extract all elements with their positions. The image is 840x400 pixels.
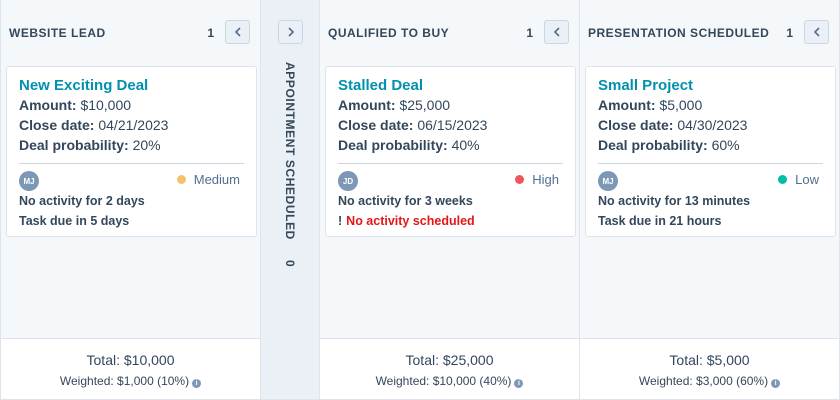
deal-name-link[interactable]: Small Project xyxy=(598,77,694,94)
close-date-value: 04/30/2023 xyxy=(677,117,748,133)
stage-column-website-lead: WEBSITE LEAD 1 New Exciting Deal Amount:… xyxy=(0,0,261,400)
amount-label: Amount: xyxy=(338,97,396,113)
stage-deal-count: 0 xyxy=(283,259,297,268)
stage-total: Total: $25,000 xyxy=(405,352,494,368)
stage-footer: Total: $10,000 Weighted: $1,000 (10%) i xyxy=(1,338,260,399)
amount-value: $10,000 xyxy=(80,97,132,113)
amount-label: Amount: xyxy=(598,97,656,113)
chevron-right-icon xyxy=(287,27,294,37)
deal-card[interactable]: New Exciting Deal Amount: $10,000 Close … xyxy=(6,66,257,237)
stage-weighted: Weighted: $10,000 (40%) i xyxy=(320,374,579,388)
stage-column-appointment-scheduled: APPOINTMENT SCHEDULED 0 xyxy=(260,0,320,400)
deal-probability: Deal probability: 40% xyxy=(338,137,480,153)
priority-dot-icon xyxy=(176,175,186,184)
expand-stage-button[interactable] xyxy=(278,20,303,44)
deal-amount: Amount: $10,000 xyxy=(19,97,131,113)
warning-icon: ! xyxy=(338,214,343,228)
probability-value: 40% xyxy=(451,137,480,153)
deal-priority: Low xyxy=(778,172,819,187)
priority-label: High xyxy=(532,172,559,187)
next-task-warning: ! No activity scheduled xyxy=(338,214,475,228)
probability-label: Deal probability: xyxy=(19,137,129,153)
stage-header: WEBSITE LEAD 1 xyxy=(1,0,260,63)
stage-footer: Total: $5,000 Weighted: $3,000 (60%) i xyxy=(580,338,839,399)
stage-title: PRESENTATION SCHEDULED xyxy=(588,26,770,40)
probability-label: Deal probability: xyxy=(338,137,448,153)
collapse-stage-button[interactable] xyxy=(804,20,829,44)
deal-close-date: Close date: 06/15/2023 xyxy=(338,117,487,133)
amount-value: $5,000 xyxy=(659,97,703,113)
deal-card[interactable]: Small Project Amount: $5,000 Close date:… xyxy=(585,66,836,237)
stage-title: QUALIFIED TO BUY xyxy=(328,26,450,40)
stage-deal-count: 1 xyxy=(207,26,214,40)
stage-title: APPOINTMENT SCHEDULED xyxy=(283,62,297,240)
priority-label: Low xyxy=(795,172,819,187)
priority-label: Medium xyxy=(193,172,240,187)
probability-value: 20% xyxy=(132,137,161,153)
deal-name-link[interactable]: Stalled Deal xyxy=(338,77,424,94)
stage-total: Total: $5,000 xyxy=(669,352,750,368)
priority-dot-icon xyxy=(778,175,788,184)
card-divider xyxy=(598,163,823,164)
chevron-left-icon xyxy=(813,27,820,37)
close-date-value: 06/15/2023 xyxy=(417,117,488,133)
deal-close-date: Close date: 04/30/2023 xyxy=(598,117,747,133)
chevron-left-icon xyxy=(553,27,560,37)
deal-amount: Amount: $25,000 xyxy=(338,97,450,113)
stage-total: Total: $10,000 xyxy=(86,352,175,368)
deal-card[interactable]: Stalled Deal Amount: $25,000 Close date:… xyxy=(325,66,576,237)
last-activity-text: No activity for 2 days xyxy=(19,194,145,208)
collapse-stage-button[interactable] xyxy=(544,20,569,44)
weighted-text: Weighted: $3,000 (60%) xyxy=(638,374,769,388)
deal-priority: High xyxy=(515,172,559,187)
stage-title: WEBSITE LEAD xyxy=(9,26,106,40)
stage-column-presentation-scheduled: PRESENTATION SCHEDULED 1 Small Project A… xyxy=(579,0,840,400)
last-activity-text: No activity for 3 weeks xyxy=(338,194,473,208)
probability-label: Deal probability: xyxy=(598,137,708,153)
deal-probability: Deal probability: 60% xyxy=(598,137,740,153)
close-date-label: Close date: xyxy=(598,117,674,133)
collapsed-stage-label: APPOINTMENT SCHEDULED 0 xyxy=(283,62,297,267)
close-date-label: Close date: xyxy=(19,117,95,133)
stage-weighted: Weighted: $3,000 (60%) i xyxy=(580,374,839,388)
card-divider xyxy=(338,163,563,164)
probability-value: 60% xyxy=(711,137,740,153)
stage-deal-count: 1 xyxy=(526,26,533,40)
deal-name-link[interactable]: New Exciting Deal xyxy=(19,77,149,94)
stage-footer: Total: $25,000 Weighted: $10,000 (40%) i xyxy=(320,338,579,399)
deal-close-date: Close date: 04/21/2023 xyxy=(19,117,168,133)
stage-column-qualified-to-buy: QUALIFIED TO BUY 1 Stalled Deal Amount: … xyxy=(319,0,580,400)
owner-avatar[interactable]: JD xyxy=(338,171,358,191)
amount-label: Amount: xyxy=(19,97,77,113)
stage-deal-count: 1 xyxy=(786,26,793,40)
next-task-text: Task due in 21 hours xyxy=(598,214,722,228)
chevron-left-icon xyxy=(234,27,241,37)
info-icon[interactable]: i xyxy=(192,379,202,388)
stage-header: QUALIFIED TO BUY 1 xyxy=(320,0,579,63)
deal-amount: Amount: $5,000 xyxy=(598,97,702,113)
priority-dot-icon xyxy=(515,175,525,184)
last-activity-text: No activity for 13 minutes xyxy=(598,194,751,208)
close-date-label: Close date: xyxy=(338,117,414,133)
next-task-text: Task due in 5 days xyxy=(19,214,130,228)
owner-avatar[interactable]: MJ xyxy=(598,171,618,191)
card-divider xyxy=(19,163,244,164)
deal-priority: Medium xyxy=(176,172,240,187)
owner-avatar[interactable]: MJ xyxy=(19,171,39,191)
info-icon[interactable]: i xyxy=(514,379,524,388)
info-icon[interactable]: i xyxy=(771,379,781,388)
deal-probability: Deal probability: 20% xyxy=(19,137,161,153)
next-task-text: No activity scheduled xyxy=(346,214,475,228)
close-date-value: 04/21/2023 xyxy=(98,117,169,133)
collapse-stage-button[interactable] xyxy=(225,20,250,44)
weighted-text: Weighted: $1,000 (10%) xyxy=(59,374,190,388)
stage-weighted: Weighted: $1,000 (10%) i xyxy=(1,374,260,388)
weighted-text: Weighted: $10,000 (40%) xyxy=(375,374,512,388)
amount-value: $25,000 xyxy=(399,97,451,113)
stage-header: PRESENTATION SCHEDULED 1 xyxy=(580,0,839,63)
